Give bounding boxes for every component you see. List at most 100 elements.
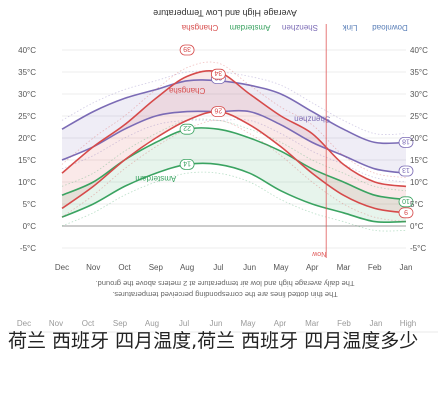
data-label-bubble bbox=[398, 196, 414, 208]
x-tick-label: Aug bbox=[180, 263, 194, 272]
y-tick-label-right: 15°C bbox=[410, 156, 428, 165]
data-label-bubble bbox=[398, 165, 414, 177]
x-tick-label: Mar bbox=[337, 263, 351, 272]
data-label-bubble bbox=[179, 123, 195, 135]
data-label: 14 bbox=[183, 159, 191, 166]
data-label-bubble bbox=[210, 106, 226, 117]
x-tick-label: Apr bbox=[306, 263, 319, 272]
table-header-cell: Apr bbox=[274, 319, 287, 328]
footnote-line: The thin dotted lines are the correspond… bbox=[112, 290, 338, 299]
legend-item-changsha: Changsha bbox=[181, 23, 218, 32]
table-header-cell: Jan bbox=[370, 319, 383, 328]
line-low-shenzhen bbox=[61, 109, 407, 174]
y-tick-label-right: 0°C bbox=[410, 222, 424, 231]
x-tick-label: Sep bbox=[149, 263, 164, 272]
series-label-shenzhen: Shenzhen bbox=[294, 115, 330, 124]
x-tick-label: Jan bbox=[400, 263, 413, 272]
y-axis-left: 40°C 35°C 30°C 25°C 20°C 15°C 10°C 5°C 0°C -5°C bbox=[18, 46, 36, 253]
band-changsha bbox=[62, 70, 406, 213]
perceived-low-changsha bbox=[61, 119, 407, 222]
y-tick-label-left: 15°C bbox=[18, 156, 36, 165]
y-tick-label-right: 35°C bbox=[410, 68, 428, 77]
y-tick-label-right: 30°C bbox=[410, 90, 428, 99]
line-low-amsterdam bbox=[61, 162, 407, 224]
data-label: 26 bbox=[214, 107, 222, 114]
data-label: 39 bbox=[183, 45, 191, 52]
y-tick-label-right: 25°C bbox=[410, 112, 428, 121]
y-tick-label-left: 35°C bbox=[18, 68, 36, 77]
y-tick-label-left: 20°C bbox=[18, 134, 36, 143]
y-tick-label-left: 25°C bbox=[18, 112, 36, 121]
data-label-bubble bbox=[398, 136, 414, 148]
series-label-amsterdam: Amsterdam bbox=[135, 174, 176, 183]
y-tick-label-right: 5°C bbox=[410, 200, 424, 209]
legend-item-amsterdam: Amsterdam bbox=[229, 23, 270, 32]
y-tick-label-left: 10°C bbox=[18, 178, 36, 187]
x-tick-label: Oct bbox=[118, 263, 131, 272]
data-label: 9 bbox=[404, 208, 408, 215]
data-label: 18 bbox=[402, 137, 410, 144]
x-axis: Dec Nov Oct Sep Aug Jul Jun May Apr Mar Feb Jan bbox=[55, 263, 413, 272]
perceived-low-amsterdam bbox=[61, 171, 407, 232]
table-header-cell: Mar bbox=[305, 319, 319, 328]
data-label: 22 bbox=[183, 124, 191, 131]
y-tick-label-left: -5°C bbox=[20, 244, 36, 253]
now-label: Now bbox=[311, 250, 326, 257]
y-tick-label-right: 20°C bbox=[410, 134, 428, 143]
data-label-bubble bbox=[179, 158, 195, 170]
toolbar-download[interactable]: Download bbox=[372, 23, 408, 32]
y-tick-label-right: -5°C bbox=[410, 244, 426, 253]
chart-header: Average High and Low Temperature bbox=[153, 8, 297, 18]
table-header-cell: Dec bbox=[17, 319, 31, 328]
data-label-bubble bbox=[179, 44, 195, 56]
table-header-cell: Nov bbox=[49, 319, 63, 328]
caption-text: 荷兰 西班牙 四月温度,荷兰 西班牙 四月温度多少 bbox=[8, 330, 419, 352]
data-label-bubble bbox=[210, 68, 226, 80]
x-tick-label: Nov bbox=[86, 263, 100, 272]
toolbar-link[interactable]: Link bbox=[342, 23, 358, 32]
series-bands bbox=[62, 70, 406, 223]
band-amsterdam bbox=[62, 127, 406, 223]
table-header-cell: Jul bbox=[179, 319, 189, 328]
y-tick-label-right: 40°C bbox=[410, 46, 428, 55]
data-labels: 1813322214103426939 bbox=[179, 44, 414, 219]
perceived-high-amsterdam bbox=[61, 118, 407, 192]
line-high-changsha bbox=[61, 70, 407, 188]
table-header-cell: Feb bbox=[337, 319, 351, 328]
faded-temperature-table: Dec Nov Oct Sep Aug Jul Jun May Apr Mar Feb Jan High bbox=[8, 319, 438, 333]
legend: Shenzhen Amsterdam Changsha Link Download bbox=[181, 23, 408, 32]
footnote-line: The daily average high and low air tempe… bbox=[96, 279, 355, 288]
line-low-changsha bbox=[61, 110, 407, 214]
table-header-cell: Oct bbox=[82, 319, 95, 328]
data-label: 10 bbox=[402, 197, 410, 204]
perceived-high-shenzhen bbox=[61, 70, 407, 135]
x-tick-label: Dec bbox=[55, 263, 69, 272]
table-header-cell: May bbox=[240, 319, 255, 328]
y-tick-label-left: 30°C bbox=[18, 90, 36, 99]
table-header-cell: Aug bbox=[145, 319, 159, 328]
x-tick-label: Jul bbox=[213, 263, 223, 272]
y-axis-right: 40°C 35°C 30°C 25°C 20°C 15°C 10°C 5°C 0°C -5°C bbox=[410, 46, 428, 253]
band-shenzhen bbox=[62, 79, 406, 174]
x-tick-label: May bbox=[273, 263, 288, 272]
data-label-bubble bbox=[398, 207, 414, 219]
data-label: 34 bbox=[214, 69, 222, 76]
series-label-changsha: Changsha bbox=[168, 86, 205, 95]
table-header-cell: Jun bbox=[210, 319, 223, 328]
perceived-high-changsha bbox=[61, 61, 407, 178]
table-header-cell: Sep bbox=[113, 319, 128, 328]
x-tick-label: Feb bbox=[368, 263, 382, 272]
x-tick-label: Jun bbox=[243, 263, 256, 272]
table-header-cell: High bbox=[400, 319, 416, 328]
chart-title: Average High and Low Temperature bbox=[153, 8, 297, 18]
y-tick-label-right: 10°C bbox=[410, 178, 428, 187]
data-label: 13 bbox=[402, 166, 410, 173]
now-marker: Now bbox=[311, 24, 327, 258]
series-lines: Shenzhen Amsterdam Changsha bbox=[61, 61, 407, 232]
legend-item-shenzhen: Shenzhen bbox=[282, 23, 318, 32]
y-tick-label-left: 0°C bbox=[23, 222, 37, 231]
y-tick-label-left: 5°C bbox=[23, 200, 37, 209]
grid bbox=[62, 49, 406, 249]
footnote: The daily average high and low air tempe… bbox=[96, 279, 355, 299]
